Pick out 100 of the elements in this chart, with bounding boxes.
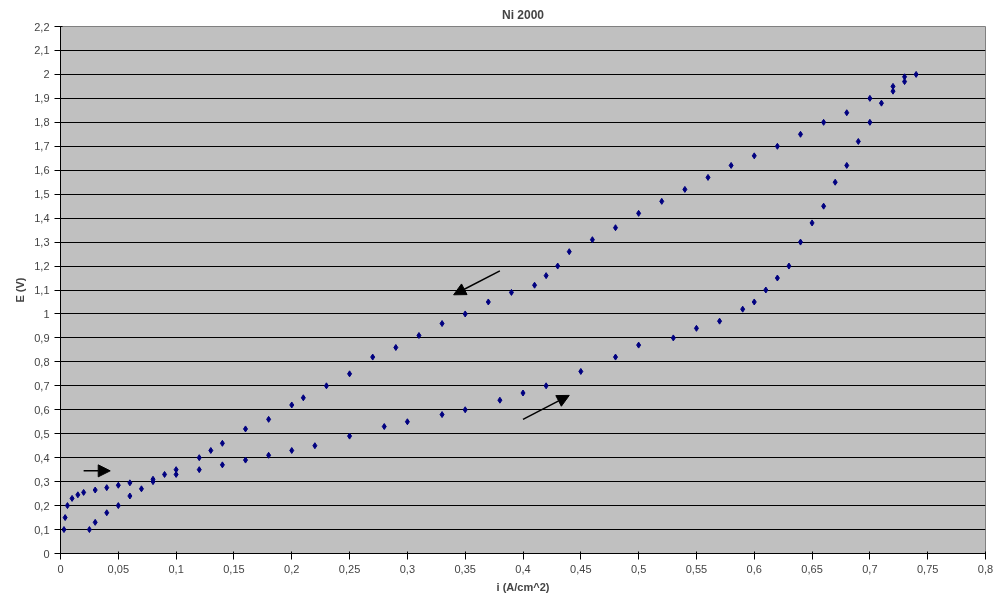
point [196,466,202,474]
y-tick-label: 1,3 [34,236,50,249]
point [913,70,919,78]
point [393,343,399,351]
point [532,281,538,289]
chart-title: Ni 2000 [501,7,545,22]
x-tick-label: 0,2 [284,562,300,575]
point [786,262,792,270]
point [62,514,68,522]
point [832,178,838,186]
point [844,109,850,117]
y-tick-label: 1,6 [34,164,50,177]
point [855,137,861,145]
point [890,82,896,90]
y-tick-label: 0,4 [34,451,50,464]
point [92,518,98,526]
point [682,185,688,193]
x-axis-title: i (A/cm^2) [496,580,550,593]
x-tick-label: 0,4 [515,562,531,575]
point [81,488,87,496]
point [127,492,133,500]
point [289,447,295,454]
y-tick-label: 0,9 [34,331,50,344]
point [763,286,769,294]
y-axis-title: E (V) [14,277,27,303]
point [670,334,676,342]
point [381,423,387,431]
point [104,509,110,517]
point [878,99,884,107]
point [462,310,468,318]
x-tick-label: 0,25 [338,562,361,575]
point [266,415,272,423]
point [439,411,445,419]
point [566,248,572,256]
point [659,197,665,205]
point [347,370,353,378]
y-tick-label: 1,7 [34,140,50,153]
point [867,118,873,126]
point [821,202,827,210]
point [485,298,491,306]
x-tick-label: 0,15 [223,562,245,575]
point [555,262,561,270]
y-tick-label: 0 [43,547,50,560]
point [728,161,734,169]
y-tick-label: 1,8 [34,116,50,129]
point [115,502,121,510]
y-tick-label: 0,8 [34,355,50,368]
point [543,272,549,280]
point [902,78,908,86]
point [219,461,225,469]
x-tick-label: 0,35 [454,562,476,575]
point [520,389,526,397]
point [347,432,353,440]
point [61,526,67,534]
point [740,305,746,313]
point [578,367,584,375]
point [867,94,873,102]
point [219,439,225,447]
point [809,219,815,227]
x-tick-label: 0,75 [916,562,939,575]
y-tick-label: 0,5 [34,427,50,440]
point [508,288,514,296]
x-tick-label: 0,6 [746,562,762,575]
point [497,396,503,404]
y-tick-label: 2,2 [34,20,50,33]
point [173,466,179,474]
point [104,484,110,492]
point [75,491,81,499]
y-tick-label: 0,3 [34,475,50,488]
point [208,447,214,454]
point [751,152,757,160]
point [774,142,780,150]
point [300,394,306,402]
point [69,494,75,502]
y-tick-label: 1,9 [34,92,50,105]
point [693,324,699,332]
x-tick-label: 0,8 [977,562,994,575]
point [439,320,445,328]
x-tick-label: 0,05 [107,562,130,575]
x-tick-label: 0,55 [685,562,708,575]
y-tick-label: 0,1 [34,523,50,536]
point [266,451,272,459]
y-tick-label: 1,2 [34,260,50,273]
x-tick-label: 0,5 [630,562,647,575]
point [115,481,121,489]
point [705,173,711,181]
point [312,442,318,450]
point [751,298,757,306]
point [86,526,92,534]
x-tick-label: 0,1 [168,562,184,575]
point [717,317,723,325]
y-tick-label: 1,1 [34,284,50,296]
x-tick-label: 0,3 [399,562,416,575]
y-tick-label: 2,1 [34,44,50,57]
point [416,332,422,340]
x-tick-label: 0,45 [570,562,592,575]
point [902,73,908,81]
point [636,341,642,349]
y-tick-label: 1,4 [34,212,50,225]
x-tick-label: 0,7 [862,562,878,575]
